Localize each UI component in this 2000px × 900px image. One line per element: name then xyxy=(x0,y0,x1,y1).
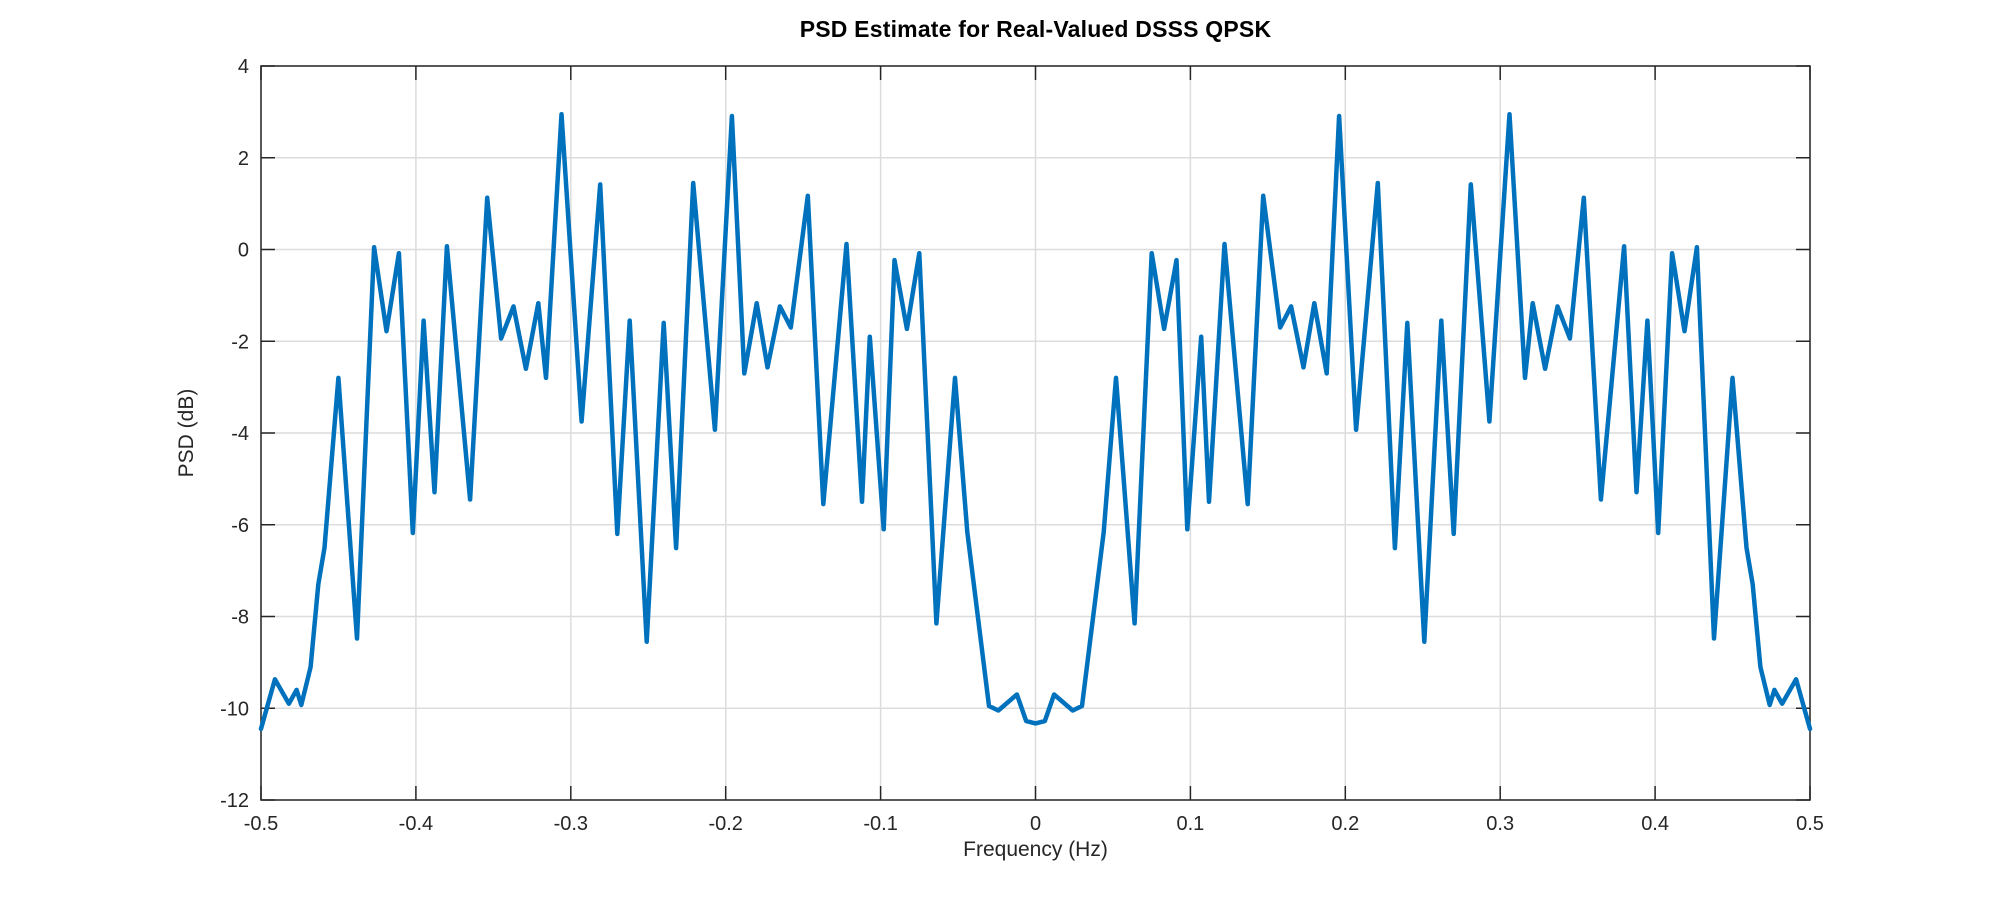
y-tick-label: 4 xyxy=(238,56,249,78)
x-tick-label: 0 xyxy=(1030,813,1041,835)
x-tick-label: -0.4 xyxy=(399,813,433,835)
y-tick-label: -12 xyxy=(220,790,249,812)
y-tick-label: -4 xyxy=(231,423,249,445)
y-tick-label: -2 xyxy=(231,331,249,353)
x-tick-label: -0.1 xyxy=(863,813,897,835)
y-tick-label: -8 xyxy=(231,607,249,629)
x-tick-label: -0.5 xyxy=(244,813,278,835)
y-tick-label: -6 xyxy=(231,515,249,537)
x-tick-label: -0.3 xyxy=(554,813,588,835)
y-tick-label: -10 xyxy=(220,698,249,720)
psd-line xyxy=(258,111,1813,732)
x-axis-label: Frequency (Hz) xyxy=(963,838,1108,861)
chart-title: PSD Estimate for Real-Valued DSSS QPSK xyxy=(799,16,1272,42)
x-tick-label: 0.3 xyxy=(1486,813,1514,835)
x-tick-label: 0.1 xyxy=(1176,813,1204,835)
x-tick-label: 0.2 xyxy=(1331,813,1359,835)
x-tick-label: 0.5 xyxy=(1796,813,1824,835)
x-tick-label: 0.4 xyxy=(1641,813,1669,835)
y-tick-label: 2 xyxy=(238,148,249,170)
x-tick-label: -0.2 xyxy=(708,813,742,835)
y-tick-label: 0 xyxy=(238,240,249,262)
